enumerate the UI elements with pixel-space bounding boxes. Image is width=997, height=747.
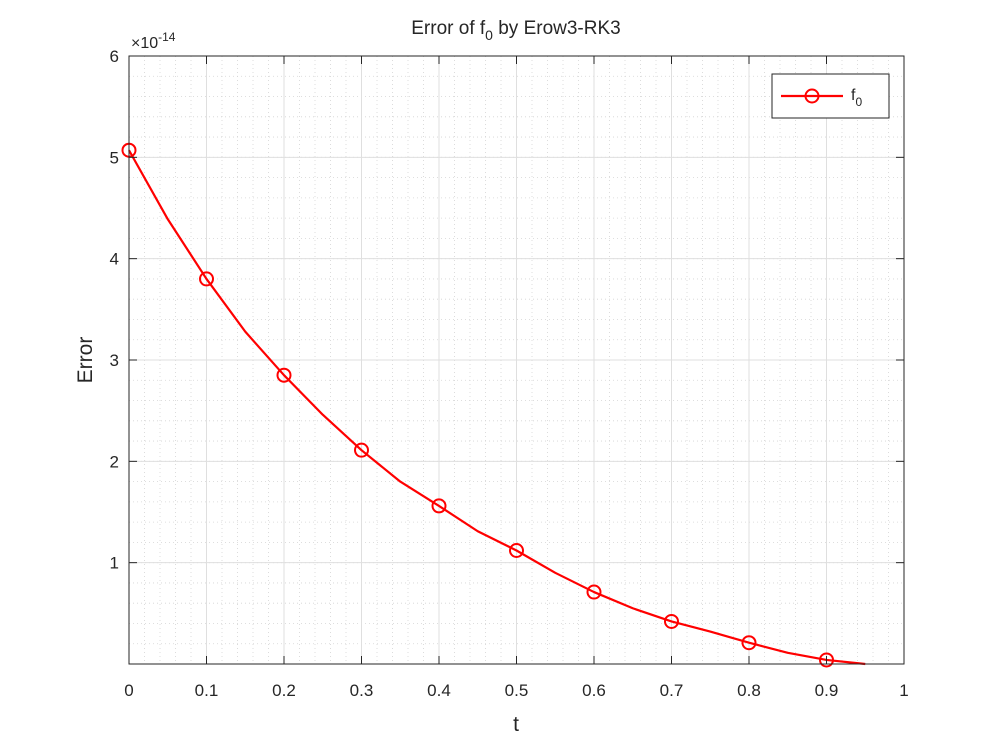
legend-label-main: f [851,87,856,104]
data-point-marker [586,584,602,600]
x-tick-label: 0.5 [505,681,529,700]
x-tick-label: 1 [899,681,908,700]
y-axis-label: Error [74,337,97,384]
data-point-marker [276,367,292,383]
x-tick-label: 0.4 [427,681,451,700]
legend-entry-label: f0 [851,87,862,109]
x-tick-label: 0.1 [195,681,219,700]
x-tick-label: 0.3 [350,681,374,700]
data-point-marker [664,613,679,629]
legend-label-subscript: 0 [855,95,862,109]
series-layer [121,142,866,668]
x-tick-label: 0.7 [660,681,684,700]
legend: f0 [771,73,890,119]
data-point-marker [199,271,214,287]
y-tick-label: 6 [110,47,119,66]
x-tick-label: 0.9 [815,681,839,700]
chart-title-subscript: 0 [485,27,493,43]
exponent-label: ×10-14 [131,30,176,52]
chart-title-main: Error of f [411,18,486,39]
x-tick-label: 0 [124,681,133,700]
x-axis-ticks: 0 0.1 0.2 0.3 0.4 0.5 0.6 0.7 0.8 0.9 1 [124,56,909,700]
x-tick-label: 0.8 [737,681,761,700]
y-tick-label: 1 [110,554,119,573]
y-tick-label: 2 [110,452,119,471]
legend-marker-circle [804,88,820,104]
y-tick-label: 5 [110,148,119,167]
y-tick-label: 4 [110,250,119,269]
data-point-marker [354,442,369,458]
data-point-marker [741,635,757,651]
x-tick-label: 0.6 [582,681,606,700]
exponent-base: ×10 [131,35,158,52]
data-point-marker [431,498,447,514]
data-point-marker [819,652,834,668]
chart-title: Error of f0 by Erow3-RK3 [411,18,620,43]
y-axis-ticks: 1 2 3 4 5 6 [110,47,904,573]
chart-title-rest: by Erow3-RK3 [493,18,621,39]
y-tick-label: 3 [110,351,119,370]
data-point-marker [509,543,524,559]
x-tick-label: 0.2 [272,681,296,700]
exponent-power: -14 [158,30,176,44]
x-axis-label: t [513,713,519,736]
